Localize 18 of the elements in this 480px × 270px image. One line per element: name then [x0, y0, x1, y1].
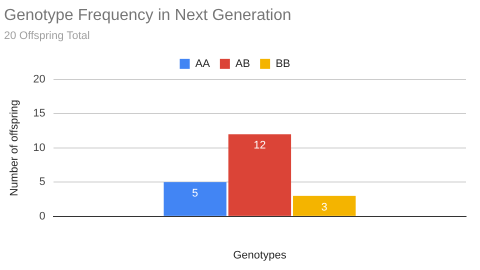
data-label: 5	[192, 188, 198, 200]
y-axis-title: Number of offspring	[8, 100, 21, 196]
chart-subtitle: 20 Offspring Total	[4, 30, 90, 42]
x-axis-title: Genotypes	[233, 249, 287, 262]
chart-title: Genotype Frequency in Next Generation	[4, 7, 292, 24]
y-tick-label: 0	[39, 210, 46, 222]
legend-label: BB	[276, 58, 290, 70]
data-label: 12	[254, 140, 266, 152]
bar	[228, 134, 292, 216]
data-label: 3	[321, 201, 328, 214]
y-tick-label: 10	[33, 142, 46, 154]
y-tick-label: 20	[33, 73, 46, 86]
legend-label: AB	[235, 58, 250, 70]
y-tick-label: 5	[39, 176, 46, 188]
bar	[164, 182, 226, 216]
bar	[293, 196, 356, 216]
y-tick-label: 15	[33, 108, 46, 120]
legend-label: AA	[195, 58, 211, 70]
